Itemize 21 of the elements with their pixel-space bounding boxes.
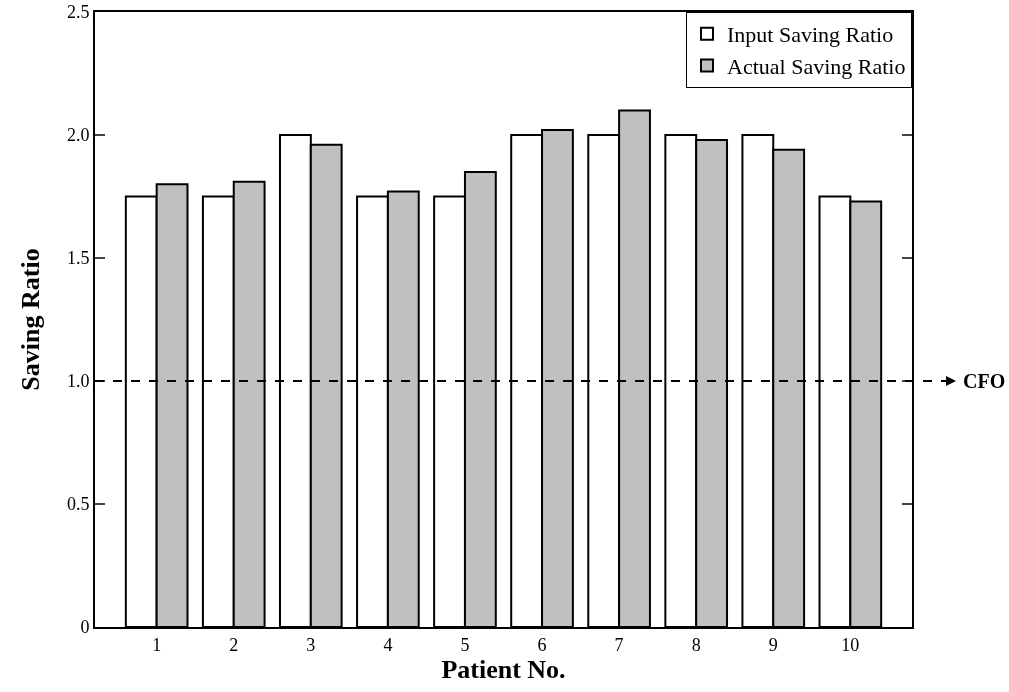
y-tick-label: 0.5 xyxy=(66,494,90,515)
y-tick-label: 1.5 xyxy=(66,248,90,269)
x-tick-label: 5 xyxy=(460,634,470,655)
ref-line-label: CFO xyxy=(963,370,1006,392)
x-tick-label: 2 xyxy=(229,634,239,655)
y-tick-label: 2.5 xyxy=(66,2,90,23)
x-tick-label: 3 xyxy=(306,634,316,655)
y-tick-label: 0 xyxy=(80,617,90,638)
x-tick-label: 1 xyxy=(152,634,162,655)
y-axis-title: Saving Ratio xyxy=(15,248,45,391)
y-tick-label: 2.0 xyxy=(66,125,90,146)
legend-label: Input Saving Ratio xyxy=(727,22,894,48)
x-tick-label: 8 xyxy=(691,634,701,655)
x-tick-label: 7 xyxy=(614,634,624,655)
y-tick-label: 1.0 xyxy=(66,371,90,392)
x-tick-label: 10 xyxy=(841,634,860,655)
x-tick-label: 4 xyxy=(383,634,393,655)
x-tick-label: 9 xyxy=(768,634,778,655)
x-axis-title: Patient No. xyxy=(441,654,566,684)
legend-label: Actual Saving Ratio xyxy=(727,53,906,79)
x-tick-label: 6 xyxy=(537,634,547,655)
